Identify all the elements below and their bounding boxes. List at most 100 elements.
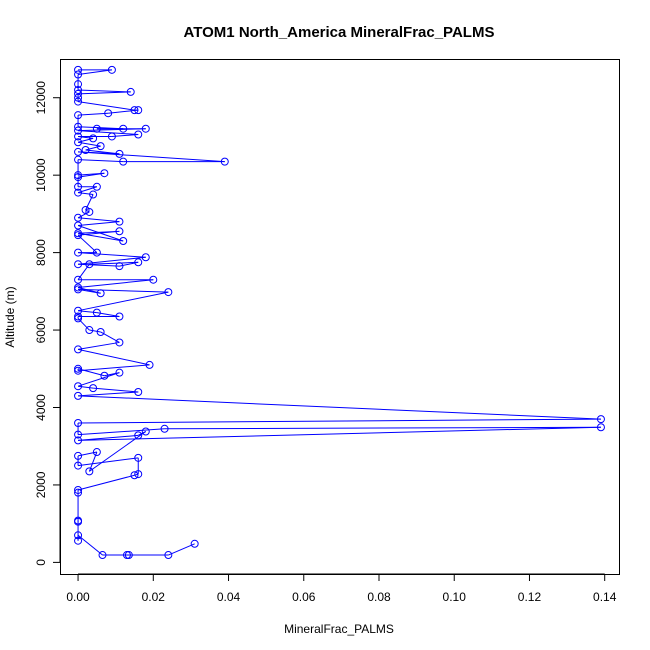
data-point [89,384,98,393]
data-point [89,134,98,143]
series-segment [85,145,101,151]
data-point [74,382,83,391]
data-point [74,65,83,74]
series-segment [78,221,120,227]
x-tick-label: 0.02 [142,590,166,604]
data-point [134,258,143,267]
data-point [100,371,109,380]
series-segment [78,159,124,163]
data-point [130,471,139,480]
series-segment [77,474,135,491]
series-segment [78,279,154,288]
series-segment [78,364,150,372]
data-point [74,485,83,494]
data-point [74,221,83,230]
series-segment [111,134,139,137]
data-point [134,431,143,440]
y-tick-label: 12000 [34,81,48,115]
data-point [74,366,83,375]
data-point [115,149,124,158]
data-point [85,467,94,476]
y-axis-label: Altitude (m) [3,286,17,347]
data-point [141,124,150,133]
series-segment [78,395,601,420]
data-point [74,188,83,197]
data-point [134,388,143,397]
series-segment [85,194,94,211]
series-segment [93,387,139,393]
data-point [134,453,143,462]
series-segment [77,225,124,242]
data-point [74,132,83,141]
data-point [92,308,101,317]
data-point [74,89,83,98]
y-tick-label: 6000 [34,316,48,343]
data-point [74,155,83,164]
data-point [96,327,105,336]
series-segment [77,291,169,312]
data-point [119,236,128,245]
data-point [596,423,605,432]
x-tick-label: 0.06 [292,590,316,604]
series-segment [168,543,195,556]
series-segment [78,252,146,258]
data-point [74,283,83,292]
data-point [74,430,83,439]
data-point [115,217,124,226]
plot-area [74,65,605,560]
data-point [115,338,124,347]
data-point [92,448,101,457]
data-point [81,206,90,215]
data-point [74,345,83,354]
data-point [134,106,143,115]
series-segment [78,263,120,267]
data-point [104,109,113,118]
x-axis-label: MineralFrac_PALMS [284,622,394,636]
series-segment [78,426,601,441]
series-segment [85,149,120,155]
data-point [74,436,83,445]
data-point [115,312,124,321]
y-tick-label: 2000 [34,471,48,498]
data-point [130,106,139,115]
data-point [92,182,101,191]
data-point [115,227,124,236]
data-point [126,87,135,96]
data-point [145,360,154,369]
data-point [74,111,83,120]
data-point [85,326,94,335]
y-tick-label: 4000 [34,394,48,421]
x-tick-label: 0.04 [217,590,241,604]
x-tick-label: 0.10 [443,590,467,604]
data-point [119,124,128,133]
series-segment [77,385,94,389]
x-tick-label: 0.12 [518,590,542,604]
data-point [74,70,83,79]
data-point [92,124,101,133]
series-segment [78,89,131,93]
chart-title: ATOM1 North_America MineralFrac_PALMS [184,24,495,41]
series-segment [78,256,146,265]
data-point [85,260,94,269]
data-point [141,253,150,262]
data-point [96,142,105,151]
data-point [74,248,83,257]
series-segment [77,341,120,350]
data-point [98,551,107,560]
x-axis: 0.00 0.02 0.04 0.06 0.08 0.10 0.12 0.14 [66,573,617,604]
data-point [164,551,173,560]
data-point [74,122,83,131]
data-point [164,288,173,297]
data-point [190,539,199,548]
x-tick-label: 0.14 [593,590,617,604]
series-segment [77,372,120,387]
data-point [107,65,116,74]
data-point [596,415,605,424]
y-tick-label: 8000 [34,239,48,266]
data-point [74,306,83,315]
series-segment [77,69,112,75]
series-segment [78,112,109,116]
data-point [74,488,83,497]
data-point [74,97,83,106]
